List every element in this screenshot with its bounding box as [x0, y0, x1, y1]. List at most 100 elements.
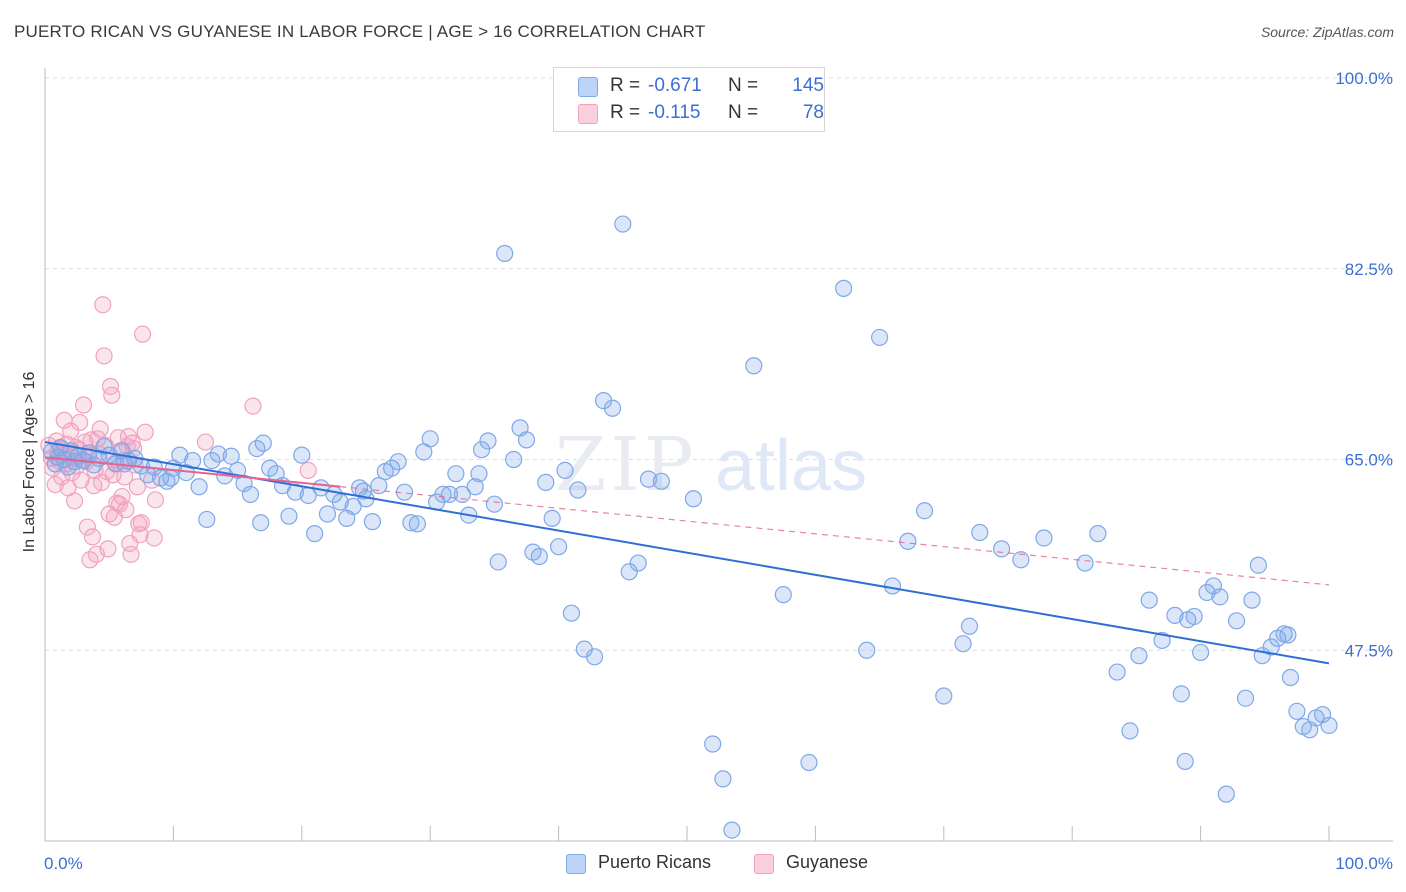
puerto-rican-point [960, 617, 979, 635]
puerto-rican-point [629, 554, 647, 572]
legend-r-value: -0.671 [648, 75, 702, 96]
puerto-rican-point [190, 478, 208, 496]
guyanese-point [94, 296, 112, 314]
puerto-rican-point [489, 553, 507, 571]
puerto-rican-point [530, 547, 548, 566]
puerto-rican-point [162, 469, 180, 487]
guyanese-point [113, 487, 131, 506]
grid-layer [45, 77, 1393, 651]
legend-n-value: 145 [792, 75, 824, 96]
legend-swatch-pink [578, 104, 598, 124]
puerto-rican-point [603, 399, 622, 417]
guyanese-point [146, 491, 165, 509]
puerto-rican-point [402, 514, 420, 532]
puerto-rican-point [1313, 705, 1332, 724]
bottom-legend-label: Puerto Ricans [598, 852, 712, 872]
y-tick-label: 82.5% [1345, 260, 1393, 279]
puerto-rican-point [870, 328, 889, 347]
chart-source: Source: ZipAtlas.com [1260, 24, 1394, 40]
puerto-rican-point [222, 447, 240, 465]
x-tick-label: 0.0% [44, 854, 83, 873]
puerto-rican-point [389, 453, 407, 471]
puerto-rican-point [652, 472, 670, 490]
puerto-rican-point [1198, 583, 1216, 602]
puerto-rican-point [585, 648, 604, 666]
guyanese-point [145, 529, 163, 547]
puerto-rican-point [569, 481, 587, 499]
puerto-rican-point [915, 502, 934, 520]
guyanese-point [65, 492, 84, 510]
guyanese-point [83, 528, 102, 546]
x-tick-label: 100.0% [1335, 854, 1393, 873]
puerto-rican-point [1166, 606, 1184, 624]
puerto-rican-point [421, 430, 439, 448]
bottom-legend-swatch-blue [566, 854, 586, 874]
guyanese-point [74, 396, 93, 414]
puerto-rican-point [517, 431, 536, 449]
puerto-rican-point [800, 753, 818, 772]
guyanese-point [99, 540, 117, 558]
watermark-zip: ZIP [555, 422, 697, 508]
guyanese-trend-line-dashed [340, 486, 1330, 586]
guyanese-point [196, 433, 215, 451]
guyanese-point [132, 514, 150, 532]
puerto-rican-point [1288, 702, 1306, 720]
puerto-rican-point [1153, 631, 1171, 650]
puerto-rican-points [42, 215, 1338, 839]
guyanese-point [72, 471, 90, 489]
puerto-rican-point [1281, 668, 1300, 687]
puerto-rican-point [1076, 554, 1094, 572]
puerto-rican-point [95, 437, 113, 456]
puerto-rican-point [1243, 591, 1261, 609]
puerto-rican-point [835, 279, 853, 297]
puerto-rican-point [1191, 643, 1210, 662]
puerto-rican-point [1130, 647, 1148, 665]
puerto-rican-point [556, 461, 574, 479]
puerto-rican-point [1176, 752, 1194, 771]
puerto-rican-point [209, 445, 227, 463]
puerto-rican-point [1227, 612, 1246, 630]
puerto-rican-point [1249, 556, 1267, 574]
guyanese-point [122, 545, 140, 563]
puerto-rican-point [704, 735, 722, 753]
puerto-rican-point [745, 357, 763, 375]
puerto-rican-point [505, 450, 523, 469]
y-axis-label: In Labor Force | Age > 16 [21, 371, 38, 553]
puerto-rican-point [883, 577, 902, 595]
puerto-rican-point [935, 687, 953, 705]
puerto-rican-point [1089, 525, 1107, 543]
guyanese-point [128, 478, 147, 496]
puerto-rican-point [858, 641, 876, 659]
guyanese-point [103, 386, 121, 404]
puerto-rican-point [408, 515, 426, 533]
puerto-rican-point [354, 482, 373, 500]
puerto-rican-point [434, 485, 452, 503]
guyanese-point [136, 423, 154, 441]
puerto-rican-point [280, 507, 298, 525]
puerto-rican-point [252, 514, 270, 532]
puerto-rican-point [363, 513, 382, 531]
puerto-rican-point [485, 495, 503, 513]
puerto-rican-point [562, 604, 581, 622]
legend-r-label: R = [610, 75, 641, 96]
puerto-rican-point [466, 478, 484, 496]
puerto-rican-point [1121, 722, 1139, 740]
watermark: ZIP atlas [555, 422, 867, 508]
puerto-rican-point [992, 540, 1011, 558]
legend-n-value: 78 [802, 102, 824, 123]
puerto-rican-point [318, 505, 337, 523]
puerto-rican-point [1140, 591, 1158, 609]
puerto-rican-point [1179, 611, 1197, 629]
y-tick-label: 47.5% [1345, 641, 1393, 660]
puerto-rican-point [971, 523, 989, 542]
puerto-rican-point [241, 485, 260, 503]
guyanese-point [101, 377, 120, 396]
puerto-rican-point [774, 586, 792, 604]
puerto-rican-point [614, 215, 632, 233]
chart-title: PUERTO RICAN VS GUYANESE IN LABOR FORCE … [14, 22, 706, 41]
puerto-rican-point [306, 525, 324, 543]
puerto-rican-point [1236, 689, 1255, 707]
puerto-rican-point [472, 441, 491, 459]
bottom-legend-label: Guyanese [786, 852, 869, 872]
